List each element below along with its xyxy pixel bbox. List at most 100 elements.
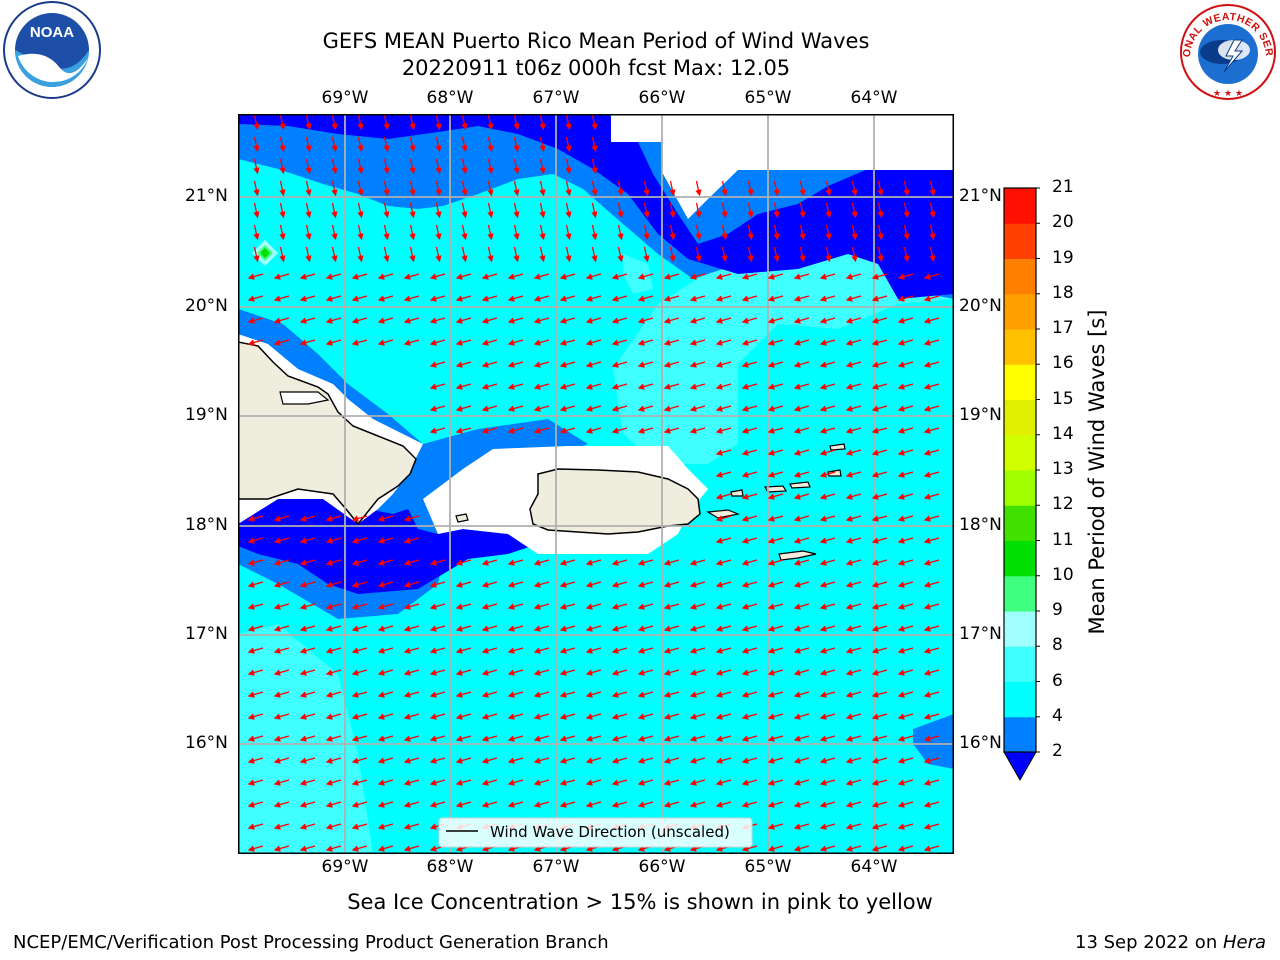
wind-wave-arrow bbox=[611, 625, 628, 632]
wind-wave-arrow bbox=[299, 537, 316, 544]
wind-wave-arrow bbox=[897, 361, 914, 368]
colorbar-tick-label: 11 bbox=[1052, 529, 1074, 550]
wind-wave-arrow bbox=[741, 537, 758, 544]
wind-wave-arrow bbox=[819, 625, 836, 632]
wind-wave-arrow bbox=[715, 581, 732, 588]
wind-wave-arrow bbox=[455, 559, 472, 566]
wind-wave-arrow bbox=[741, 691, 758, 698]
wind-wave-arrow bbox=[591, 114, 598, 131]
wind-wave-arrow bbox=[455, 405, 472, 412]
wind-wave-arrow bbox=[793, 845, 810, 852]
wind-wave-arrow bbox=[923, 295, 940, 302]
wind-wave-arrow bbox=[929, 180, 936, 197]
wind-wave-arrow bbox=[767, 669, 784, 676]
colorbar-tick-label: 15 bbox=[1052, 388, 1074, 409]
wind-wave-arrow bbox=[871, 779, 888, 786]
wind-wave-arrow bbox=[565, 202, 572, 219]
wind-wave-arrow bbox=[845, 559, 862, 566]
wind-wave-arrow bbox=[409, 114, 416, 131]
wind-wave-arrow bbox=[845, 317, 862, 324]
wind-wave-arrow bbox=[591, 224, 598, 241]
wind-wave-arrow bbox=[559, 383, 576, 390]
wind-wave-arrow bbox=[819, 559, 836, 566]
wind-wave-arrow bbox=[585, 603, 602, 610]
wind-wave-arrow bbox=[903, 246, 910, 263]
wind-wave-arrow bbox=[377, 735, 394, 742]
wind-wave-arrow bbox=[325, 779, 342, 786]
wind-wave-arrow bbox=[325, 823, 342, 830]
wind-wave-arrow bbox=[767, 405, 784, 412]
wind-wave-arrow bbox=[819, 339, 836, 346]
wind-wave-arrow bbox=[643, 246, 650, 263]
wind-wave-arrow bbox=[481, 581, 498, 588]
wind-wave-arrow bbox=[325, 757, 342, 764]
wind-wave-arrow bbox=[767, 757, 784, 764]
wind-wave-arrow bbox=[429, 603, 446, 610]
wind-wave-arrow bbox=[559, 647, 576, 654]
wind-wave-arrow bbox=[747, 180, 754, 197]
wind-wave-arrow bbox=[539, 246, 546, 263]
colorbar-tick-label: 12 bbox=[1052, 494, 1074, 515]
wind-wave-arrow bbox=[741, 339, 758, 346]
footer-machine: Hera bbox=[1222, 932, 1266, 953]
wind-wave-arrow bbox=[247, 515, 264, 522]
wind-wave-arrow bbox=[377, 581, 394, 588]
wind-wave-arrow bbox=[663, 383, 680, 390]
wind-wave-arrow bbox=[767, 317, 784, 324]
wind-wave-arrow bbox=[611, 713, 628, 720]
wind-wave-arrow bbox=[669, 180, 676, 197]
wind-wave-arrow bbox=[721, 202, 728, 219]
wind-wave-arrow bbox=[429, 713, 446, 720]
wind-wave-arrow bbox=[481, 669, 498, 676]
wind-wave-arrow bbox=[409, 246, 416, 263]
wind-wave-arrow bbox=[897, 449, 914, 456]
wind-wave-arrow bbox=[585, 295, 602, 302]
wind-wave-arrow bbox=[455, 317, 472, 324]
wind-wave-arrow bbox=[819, 757, 836, 764]
wind-wave-arrow bbox=[559, 559, 576, 566]
period-lt2-band-south bbox=[238, 499, 538, 594]
wind-wave-arrow bbox=[351, 603, 368, 610]
wind-wave-arrow bbox=[819, 647, 836, 654]
wind-wave-arrow bbox=[715, 273, 732, 280]
wind-wave-arrow bbox=[325, 713, 342, 720]
wind-wave-arrow bbox=[845, 625, 862, 632]
wind-wave-arrow bbox=[871, 537, 888, 544]
wind-wave-arrow bbox=[637, 295, 654, 302]
wind-wave-arrow bbox=[455, 339, 472, 346]
wind-wave-arrow bbox=[897, 493, 914, 500]
wind-wave-arrow bbox=[851, 224, 858, 241]
wind-wave-arrow bbox=[377, 273, 394, 280]
wind-wave-arrow bbox=[871, 383, 888, 390]
wind-wave-arrow bbox=[299, 845, 316, 852]
wind-wave-arrow bbox=[793, 295, 810, 302]
wind-wave-arrow bbox=[871, 801, 888, 808]
wind-wave-arrow bbox=[585, 383, 602, 390]
wind-wave-arrow bbox=[721, 224, 728, 241]
wind-wave-arrow bbox=[377, 823, 394, 830]
wind-wave-arrow bbox=[507, 559, 524, 566]
wind-wave-arrow bbox=[585, 361, 602, 368]
wind-wave-arrow bbox=[299, 625, 316, 632]
wind-wave-arrow bbox=[481, 713, 498, 720]
wind-wave-arrow bbox=[819, 713, 836, 720]
wind-wave-arrow bbox=[689, 559, 706, 566]
wind-wave-arrow bbox=[819, 471, 836, 478]
wind-wave-arrow bbox=[455, 669, 472, 676]
wind-wave-arrow bbox=[897, 273, 914, 280]
wind-wave-arrow bbox=[585, 625, 602, 632]
wind-wave-arrow bbox=[351, 581, 368, 588]
wind-wave-arrow bbox=[247, 581, 264, 588]
wind-wave-arrow bbox=[481, 691, 498, 698]
wind-wave-arrow bbox=[299, 713, 316, 720]
wind-wave-arrow bbox=[793, 779, 810, 786]
wind-wave-arrow bbox=[351, 713, 368, 720]
wind-wave-arrow bbox=[767, 559, 784, 566]
wind-wave-arrow bbox=[689, 647, 706, 654]
wind-wave-arrow bbox=[383, 158, 390, 175]
wind-wave-arrow bbox=[273, 273, 290, 280]
wind-wave-arrow bbox=[689, 361, 706, 368]
wind-wave-arrow bbox=[923, 339, 940, 346]
wind-wave-arrow bbox=[429, 317, 446, 324]
wind-wave-arrow bbox=[793, 537, 810, 544]
